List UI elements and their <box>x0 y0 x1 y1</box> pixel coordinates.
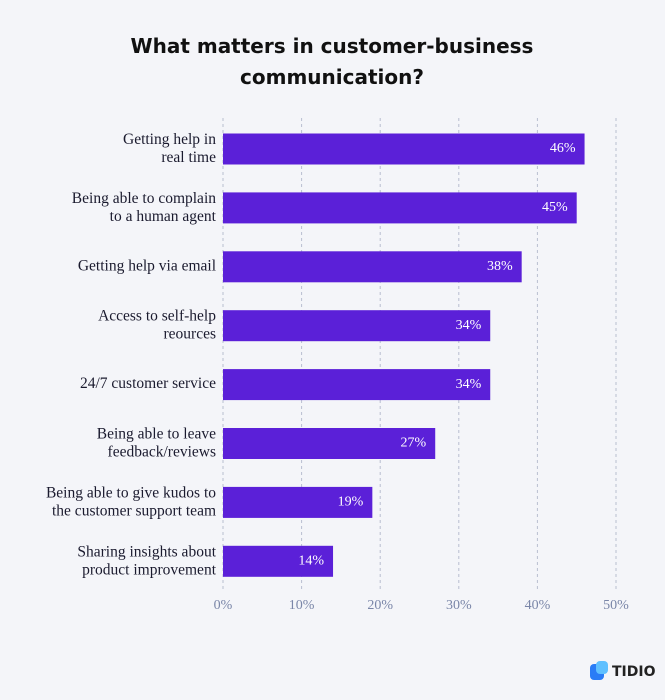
value-label: 38% <box>487 259 513 274</box>
category-label: Being able to leave feedback/reviews <box>97 425 216 460</box>
bar <box>223 251 522 283</box>
logo: TIDIO <box>590 661 656 680</box>
chart-title: What matters in customer-business communi… <box>131 34 534 89</box>
x-tick-label: 20% <box>367 598 393 613</box>
x-tick-label: 0% <box>214 598 233 613</box>
bar <box>223 369 491 401</box>
category-label: Access to self-help reources <box>98 307 216 342</box>
bar <box>223 133 585 165</box>
bar <box>223 192 577 224</box>
logo-icon <box>596 661 608 674</box>
x-tick-label: 40% <box>525 598 551 613</box>
x-tick-label: 10% <box>289 598 315 613</box>
category-label: 24/7 customer service <box>80 375 216 392</box>
bar <box>223 428 436 459</box>
category-label: Getting help in real time <box>123 131 216 166</box>
bar <box>223 545 334 577</box>
value-label: 34% <box>456 377 482 392</box>
x-tick-label: 30% <box>446 598 472 613</box>
brand: TIDIO <box>612 664 656 680</box>
value-label: 46% <box>550 141 576 156</box>
bar <box>223 310 491 342</box>
bar <box>223 486 373 518</box>
value-label: 27% <box>401 436 427 451</box>
value-label: 45% <box>542 200 568 215</box>
category-label: Getting help via email <box>78 257 216 274</box>
value-label: 34% <box>456 318 482 333</box>
category-label: Being able to complain to a human agent <box>72 189 217 224</box>
value-label: 14% <box>298 554 324 569</box>
value-label: 19% <box>338 495 364 510</box>
category-label: Being able to give kudos to the customer … <box>46 484 216 519</box>
category-label: Sharing insights about product improvemen… <box>77 543 216 578</box>
x-tick-label: 50% <box>603 598 629 613</box>
